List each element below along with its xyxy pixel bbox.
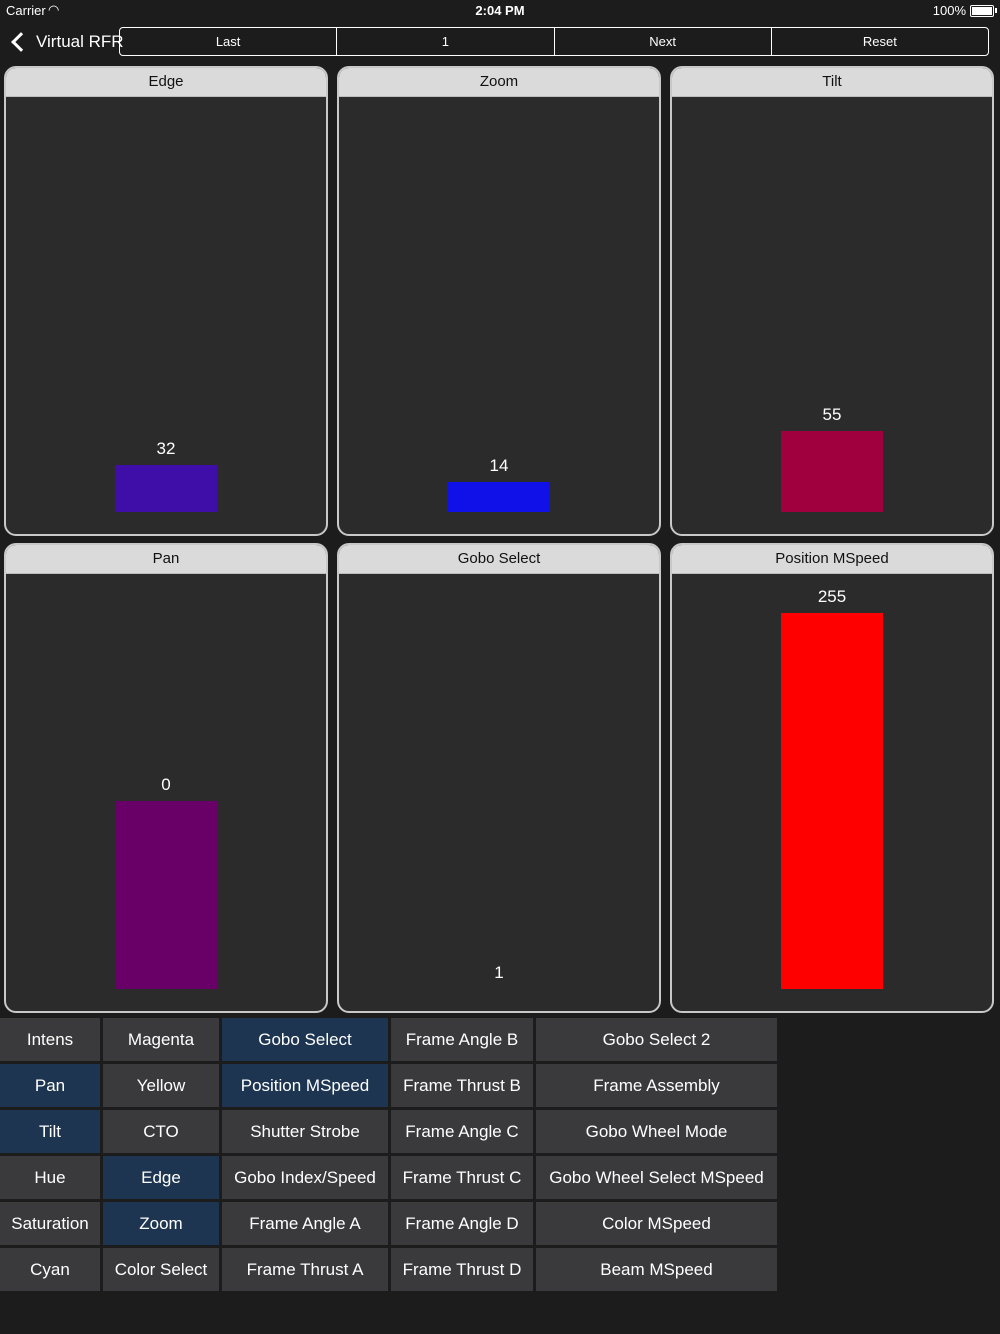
value-label: 0 (161, 775, 171, 794)
value-bar (781, 613, 883, 989)
panel-pan[interactable]: Pan 0 (4, 543, 328, 1013)
panel-plot: 0 (6, 573, 326, 1011)
param-hue[interactable]: Hue (0, 1156, 100, 1199)
panel-title: Position MSpeed (672, 545, 992, 574)
back-button[interactable]: Virtual RFR (10, 28, 124, 56)
value-bar (115, 465, 217, 512)
param-frame-angle-b[interactable]: Frame Angle B (391, 1018, 533, 1061)
param-position-mspeed[interactable]: Position MSpeed (222, 1064, 388, 1107)
param-gobo-wheel-mode[interactable]: Gobo Wheel Mode (536, 1110, 777, 1153)
param-cyan[interactable]: Cyan (0, 1248, 100, 1291)
panel-plot: 14 (339, 96, 659, 534)
param-gobo-select-2[interactable]: Gobo Select 2 (536, 1018, 777, 1061)
panel-plot: 55 (672, 96, 992, 534)
value-label: 55 (822, 405, 842, 424)
param-frame-angle-a[interactable]: Frame Angle A (222, 1202, 388, 1245)
wifi-icon: ◠ (48, 2, 60, 17)
value-bar (448, 482, 550, 512)
param-frame-angle-c[interactable]: Frame Angle C (391, 1110, 533, 1153)
param-tilt[interactable]: Tilt (0, 1110, 100, 1153)
segment-next[interactable]: Next (555, 28, 772, 55)
param-pan[interactable]: Pan (0, 1064, 100, 1107)
param-gobo-wheel-select-mspeed[interactable]: Gobo Wheel Select MSpeed (536, 1156, 777, 1199)
param-frame-thrust-b[interactable]: Frame Thrust B (391, 1064, 533, 1107)
value-bar (781, 431, 883, 512)
param-shutter-strobe[interactable]: Shutter Strobe (222, 1110, 388, 1153)
param-frame-thrust-a[interactable]: Frame Thrust A (222, 1248, 388, 1291)
param-gobo-select[interactable]: Gobo Select (222, 1018, 388, 1061)
value-label: 32 (156, 439, 176, 458)
value-label: 14 (489, 456, 509, 475)
panel-plot: 32 (6, 96, 326, 534)
panel-title: Edge (6, 68, 326, 97)
value-bar (115, 801, 217, 989)
param-beam-mspeed[interactable]: Beam MSpeed (536, 1248, 777, 1291)
param-frame-thrust-c[interactable]: Frame Thrust C (391, 1156, 533, 1199)
param-frame-thrust-d[interactable]: Frame Thrust D (391, 1248, 533, 1291)
panel-tilt[interactable]: Tilt 55 (670, 66, 994, 536)
value-label: 1 (494, 963, 504, 982)
clock: 2:04 PM (475, 3, 525, 18)
battery-percent: 100% (932, 3, 966, 18)
segment-reset[interactable]: Reset (862, 34, 897, 49)
value-label: 255 (817, 587, 847, 606)
battery-tip (995, 8, 997, 13)
back-label: Virtual RFR (36, 32, 124, 51)
param-cto[interactable]: CTO (103, 1110, 219, 1153)
param-color-select[interactable]: Color Select (103, 1248, 219, 1291)
panel-plot: 1 (339, 573, 659, 1011)
param-zoom[interactable]: Zoom (103, 1202, 219, 1245)
param-frame-assembly[interactable]: Frame Assembly (536, 1064, 777, 1107)
panel-gobo-select[interactable]: Gobo Select 1 (337, 543, 661, 1013)
param-frame-angle-d[interactable]: Frame Angle D (391, 1202, 533, 1245)
param-intens[interactable]: Intens (0, 1018, 100, 1061)
segment-last[interactable]: Last (120, 28, 338, 55)
battery-icon (970, 5, 994, 17)
panel-zoom[interactable]: Zoom 14 (337, 66, 661, 536)
panel-edge[interactable]: Edge 32 (4, 66, 328, 536)
nav-bar: Virtual RFR Last 1 Next Reset (0, 22, 1000, 62)
param-gobo-index-speed[interactable]: Gobo Index/Speed (222, 1156, 388, 1199)
panel-title: Pan (6, 545, 326, 574)
param-edge[interactable]: Edge (103, 1156, 219, 1199)
param-color-mspeed[interactable]: Color MSpeed (536, 1202, 777, 1245)
param-yellow[interactable]: Yellow (103, 1064, 219, 1107)
panel-title: Zoom (339, 68, 659, 97)
segmented-control: Last 1 Next Reset (119, 27, 989, 56)
panel-title: Gobo Select (339, 545, 659, 574)
status-bar: Carrier ◠ 2:04 PM 100% (0, 0, 1000, 22)
segment-page[interactable]: 1 (337, 28, 555, 55)
panel-plot: 255 (672, 573, 992, 1011)
panel-title: Tilt (672, 68, 992, 97)
carrier-label: Carrier (6, 3, 46, 18)
param-saturation[interactable]: Saturation (0, 1202, 100, 1245)
chevron-left-icon (11, 32, 31, 52)
panel-position-mspeed[interactable]: Position MSpeed 255 (670, 543, 994, 1013)
param-magenta[interactable]: Magenta (103, 1018, 219, 1061)
